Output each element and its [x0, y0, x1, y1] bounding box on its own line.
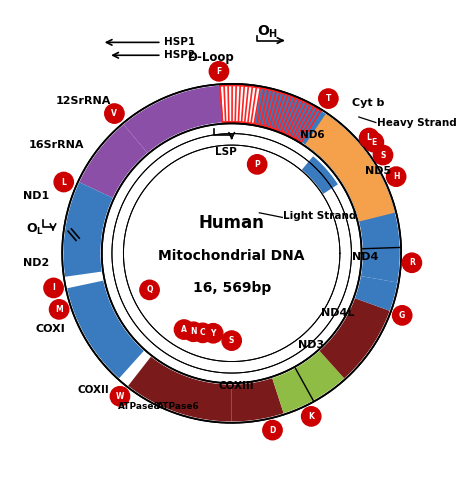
Circle shape — [360, 128, 379, 148]
Text: ND2: ND2 — [23, 259, 49, 268]
Text: COXI: COXI — [35, 324, 65, 334]
Text: A: A — [181, 325, 187, 334]
Text: L: L — [367, 134, 371, 142]
Polygon shape — [124, 86, 222, 153]
Circle shape — [247, 155, 267, 174]
Polygon shape — [67, 281, 144, 378]
Text: S: S — [380, 150, 386, 160]
Circle shape — [104, 104, 124, 123]
Circle shape — [373, 145, 393, 165]
Polygon shape — [320, 298, 390, 378]
Circle shape — [54, 172, 74, 192]
Text: Q: Q — [146, 285, 153, 295]
Text: N: N — [190, 327, 197, 336]
Text: S: S — [229, 336, 234, 345]
Circle shape — [174, 320, 194, 339]
Text: M: M — [55, 305, 63, 314]
Polygon shape — [255, 88, 366, 174]
Circle shape — [263, 421, 282, 440]
Text: R: R — [409, 258, 415, 267]
Polygon shape — [295, 351, 344, 400]
Circle shape — [319, 89, 338, 108]
Text: T: T — [326, 94, 331, 103]
Polygon shape — [64, 182, 113, 277]
Polygon shape — [128, 357, 232, 422]
Circle shape — [44, 278, 63, 297]
Text: HSP1: HSP1 — [164, 37, 195, 47]
Circle shape — [387, 167, 406, 186]
Text: D: D — [269, 426, 276, 434]
Text: Heavy Strand: Heavy Strand — [377, 118, 456, 128]
Circle shape — [140, 280, 159, 299]
Circle shape — [302, 407, 321, 426]
Circle shape — [392, 306, 412, 325]
Text: Y: Y — [210, 329, 216, 338]
Polygon shape — [220, 85, 321, 142]
Text: Light Strand: Light Strand — [283, 211, 357, 221]
Text: ATPase6: ATPase6 — [157, 401, 200, 411]
Text: 12SrRNA: 12SrRNA — [56, 96, 111, 106]
Polygon shape — [336, 152, 399, 249]
Text: ND3: ND3 — [297, 341, 323, 351]
Text: L: L — [61, 178, 66, 186]
Polygon shape — [302, 156, 338, 194]
Circle shape — [204, 324, 223, 343]
Text: K: K — [308, 412, 314, 421]
Text: D-Loop: D-Loop — [188, 51, 234, 64]
Polygon shape — [272, 368, 313, 413]
Text: W: W — [116, 392, 124, 401]
Circle shape — [110, 387, 130, 406]
Polygon shape — [79, 125, 147, 198]
Text: $\mathbf{O_L}$: $\mathbf{O_L}$ — [26, 222, 44, 237]
Text: ND4: ND4 — [352, 252, 379, 262]
Text: 16, 569bp: 16, 569bp — [192, 281, 271, 295]
Text: LSP: LSP — [215, 148, 237, 158]
Text: COXII: COXII — [77, 385, 109, 395]
Text: ND1: ND1 — [23, 191, 49, 201]
Text: ATPase8: ATPase8 — [118, 401, 161, 411]
Polygon shape — [305, 114, 395, 222]
Text: P: P — [254, 160, 260, 169]
Text: HSP2: HSP2 — [164, 50, 195, 60]
Circle shape — [49, 300, 69, 319]
Text: $\mathbf{O_H}$: $\mathbf{O_H}$ — [257, 23, 278, 40]
Circle shape — [209, 62, 228, 81]
Text: Human: Human — [199, 215, 265, 232]
Circle shape — [364, 133, 383, 152]
Text: I: I — [52, 284, 55, 293]
Text: Cyt b: Cyt b — [352, 98, 385, 108]
Text: H: H — [393, 172, 399, 181]
Polygon shape — [232, 378, 284, 422]
Polygon shape — [361, 248, 400, 283]
Circle shape — [222, 331, 241, 350]
Text: ND6: ND6 — [300, 130, 324, 140]
Text: ND4L: ND4L — [322, 308, 355, 318]
Polygon shape — [355, 276, 397, 311]
Text: F: F — [216, 67, 221, 76]
Text: E: E — [371, 138, 377, 147]
Text: Mitochondrial DNA: Mitochondrial DNA — [159, 249, 305, 262]
Circle shape — [184, 322, 203, 342]
Text: C: C — [200, 329, 206, 337]
Circle shape — [402, 253, 421, 273]
Text: G: G — [399, 311, 405, 320]
Text: COXIII: COXIII — [218, 381, 254, 391]
Text: ND5: ND5 — [365, 166, 391, 176]
Text: V: V — [112, 109, 117, 118]
Circle shape — [193, 323, 212, 342]
Text: 16SrRNA: 16SrRNA — [29, 139, 85, 149]
